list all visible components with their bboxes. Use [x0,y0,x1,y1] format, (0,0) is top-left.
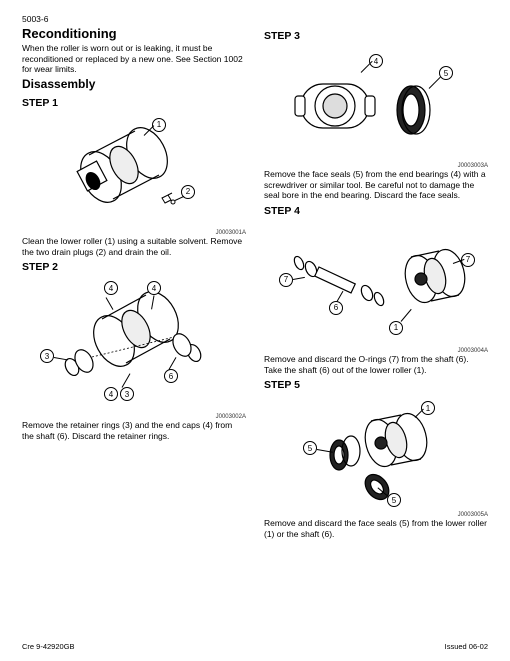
heading-reconditioning: Reconditioning [22,26,246,41]
step1-label: STEP 1 [22,97,246,109]
callout-6-s4: 6 [329,301,343,315]
callout-1-s4: 1 [389,321,403,335]
page-number: 5003-6 [22,14,488,24]
right-column: STEP 3 4 [264,26,488,636]
step1-figure: 1 2 [49,115,219,225]
step2-text: Remove the retainer rings (3) and the en… [22,420,246,441]
callout-7a: 7 [279,273,293,287]
step4-label: STEP 4 [264,205,488,217]
footer-left: Cre 9-42920GB [22,642,75,651]
intro-text: When the roller is worn out or is leakin… [22,43,246,75]
step2-figure: 4 4 3 3 6 4 [34,279,234,409]
heading-disassembly: Disassembly [22,77,246,91]
step1-text: Clean the lower roller (1) using a suita… [22,236,246,257]
step5-text: Remove and discard the face seals (5) fr… [264,518,488,539]
left-column: Reconditioning When the roller is worn o… [22,26,246,636]
callout-5-s3: 5 [439,66,453,80]
page-footer: Cre 9-42920GB Issued 06-02 [22,636,488,651]
footer-right: Issued 06-02 [445,642,488,651]
step4-figure: 7 6 7 1 [271,223,481,343]
step5-label: STEP 5 [264,379,488,391]
step2-label: STEP 2 [22,261,246,273]
step3-figure: 4 5 [281,48,471,158]
step5-figure: 1 5 5 [281,397,471,507]
step3-label: STEP 3 [264,30,488,42]
step3-text: Remove the face seals (5) from the end b… [264,169,488,201]
step4-text: Remove and discard the O-rings (7) from … [264,354,488,375]
